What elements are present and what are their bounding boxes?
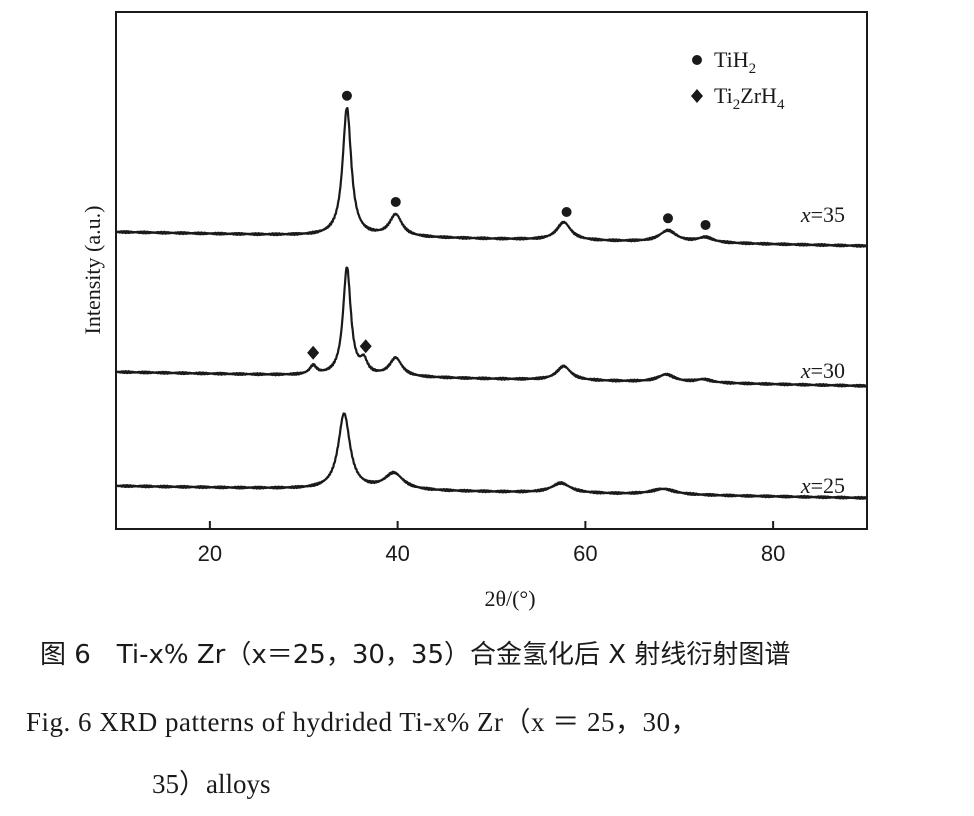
caption-chinese: 图 6 Ti-x% Zr（x＝25，30，35）合金氢化后 X 射线衍射图谱: [40, 640, 791, 670]
series-label: x=35: [800, 202, 845, 227]
caption-english-line-1: Fig. 6 XRD patterns of hydrided Ti-x% Zr…: [26, 707, 698, 737]
legend-circle-marker: [692, 55, 702, 65]
xrd-curve-x-25: [115, 412, 868, 500]
ti2zrh4-marker: [307, 345, 320, 360]
y-axis-label: Intensity (a.u.): [80, 206, 105, 335]
series-label: x=25: [800, 473, 845, 498]
xrd-curve-x-35: [115, 107, 868, 248]
xrd-curve-x-30: [115, 266, 868, 388]
series-labels: x=35 x=30 x=25: [800, 202, 845, 498]
plot-frame: [115, 11, 868, 530]
caption-english-line-2: 35）alloys: [152, 769, 271, 799]
tih2-marker: [561, 207, 572, 218]
legend-diamond-marker: [691, 89, 703, 103]
x-tick-label: 40: [385, 541, 409, 566]
legend: TiH2 Ti2ZrH4: [691, 47, 785, 113]
phase-markers: [307, 90, 711, 360]
tih2-marker: [700, 219, 711, 230]
x-axis-label: 2θ/(°): [484, 586, 535, 611]
xrd-curves: [115, 107, 868, 500]
series-label: x=30: [800, 358, 845, 383]
legend-label: TiH2: [714, 47, 756, 77]
legend-label: Ti2ZrH4: [714, 83, 785, 113]
tih2-marker: [662, 213, 673, 224]
x-axis-ticks: 20 40 60 80: [198, 521, 785, 566]
xrd-chart: 20 40 60 80 x=35 x=30 x=25 TiH2 Ti2ZrH4 Intens…: [80, 11, 868, 611]
tih2-marker: [390, 196, 401, 207]
tih2-marker: [341, 90, 352, 101]
x-tick-label: 60: [573, 541, 597, 566]
ti2zrh4-marker: [359, 339, 372, 354]
x-tick-label: 80: [761, 541, 785, 566]
x-tick-label: 20: [198, 541, 222, 566]
